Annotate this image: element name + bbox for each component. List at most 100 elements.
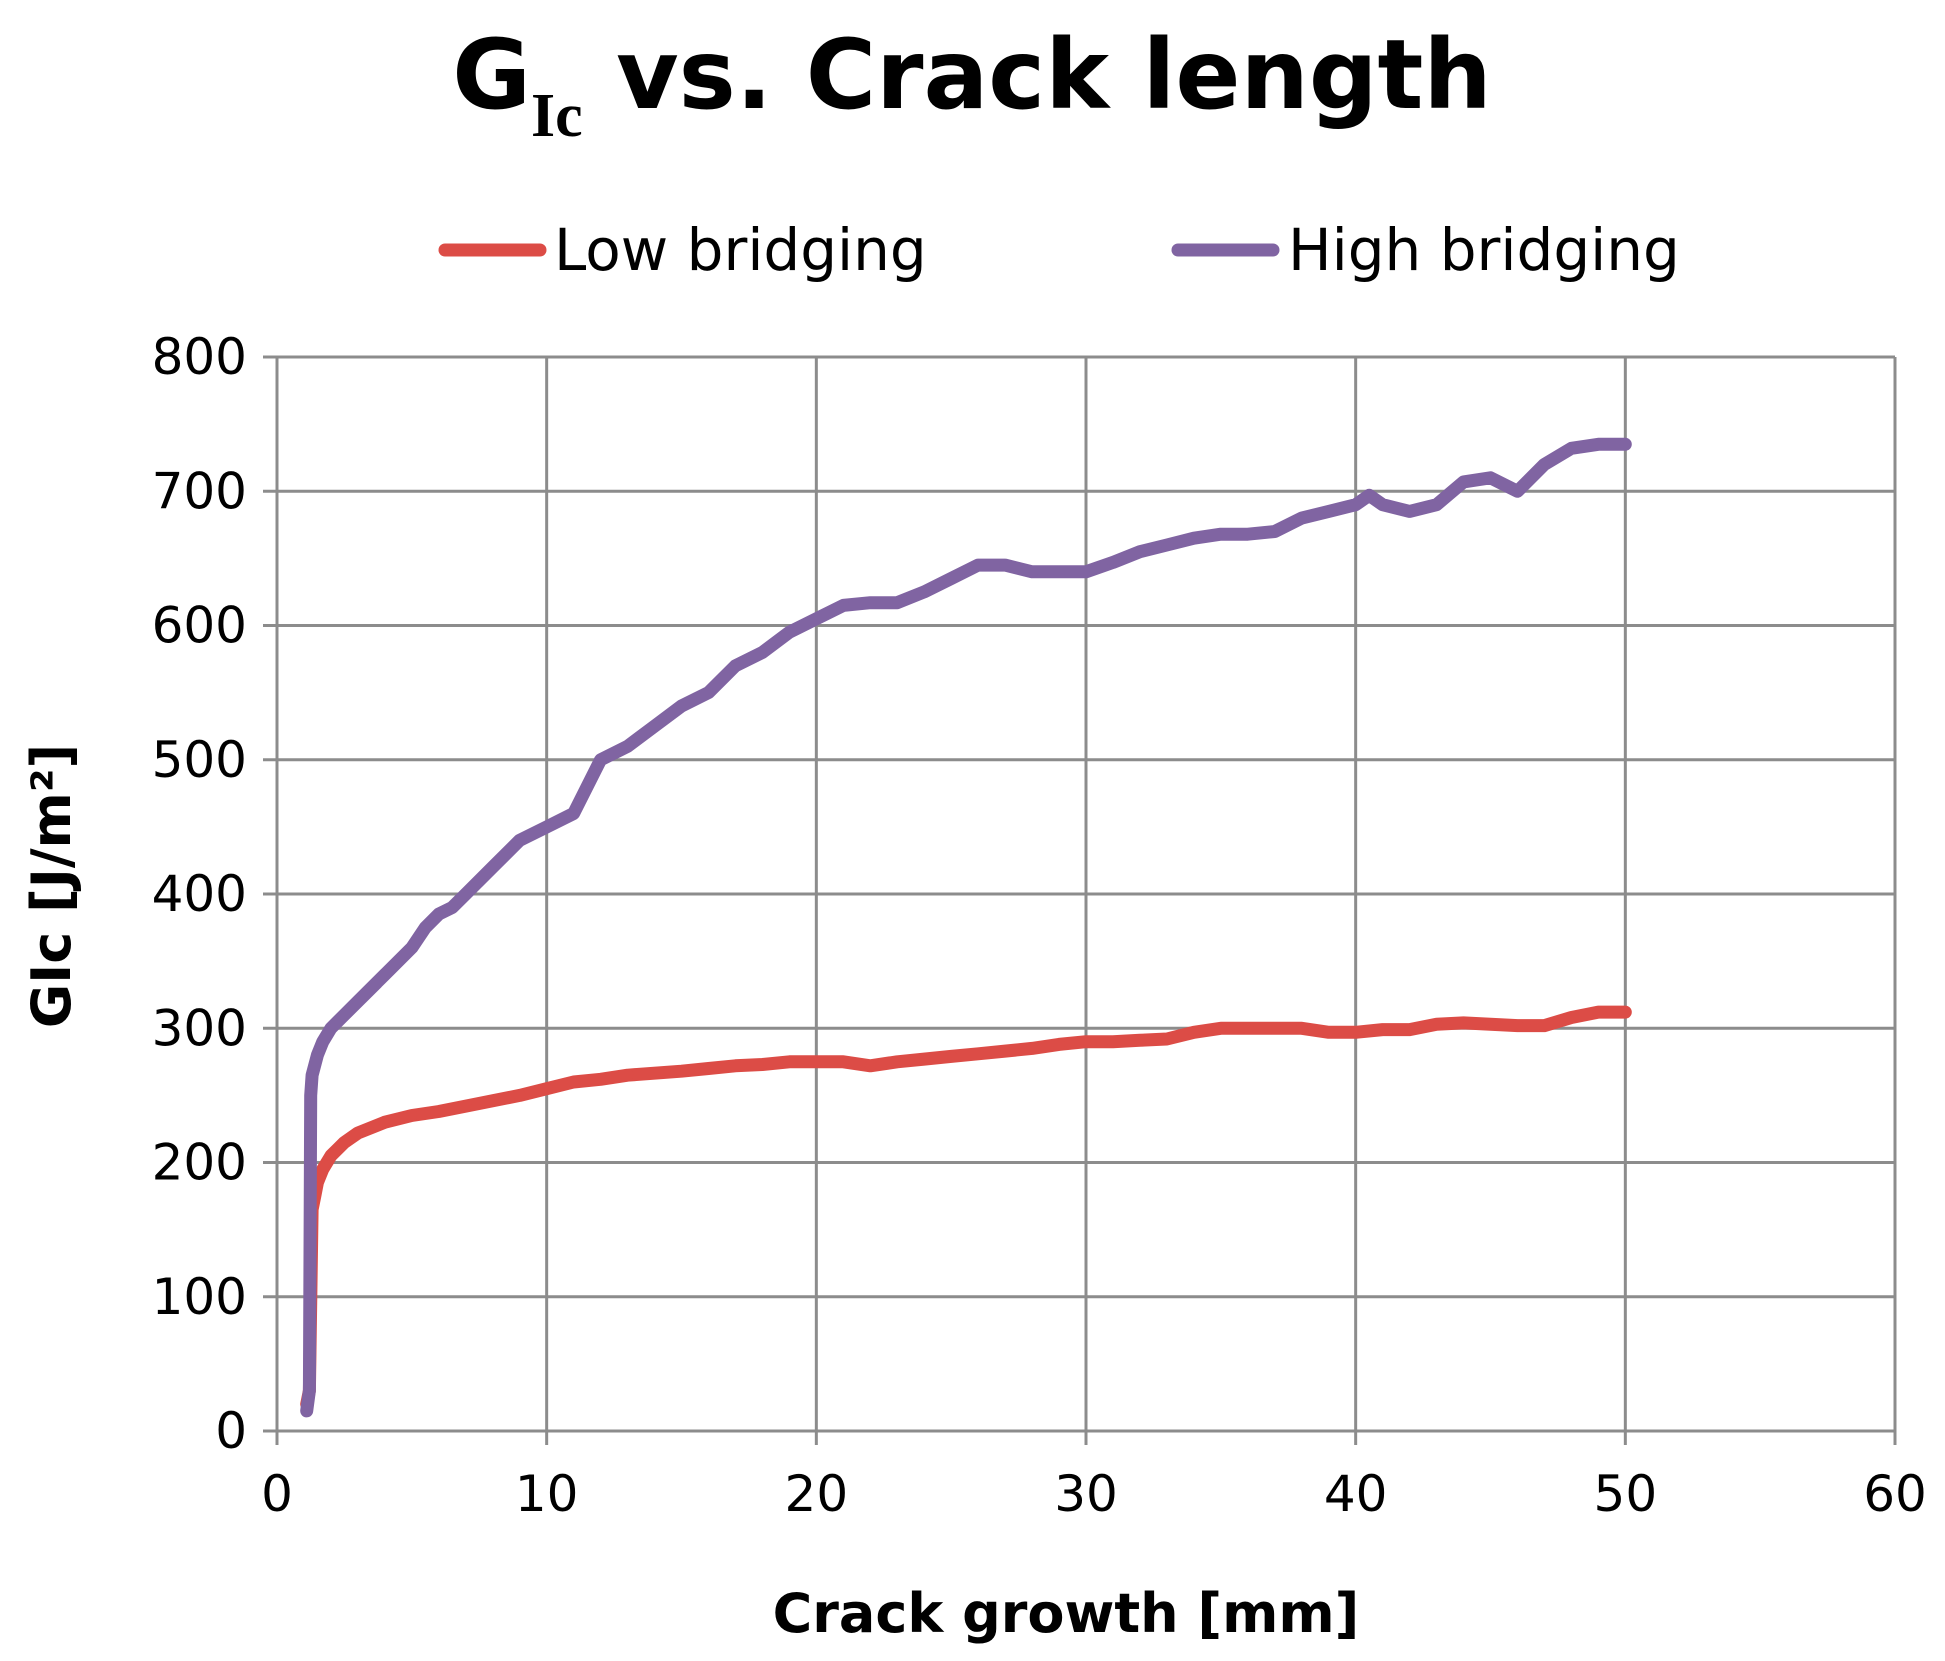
data-point-high-bridging [1133, 545, 1146, 558]
data-point-high-bridging [324, 1022, 337, 1035]
data-point-high-bridging [621, 740, 634, 753]
data-point-low-bridging [1295, 1022, 1308, 1035]
series-line-high-bridging [300, 437, 1632, 1418]
y-tick-label: 800 [152, 328, 247, 386]
data-point-high-bridging [419, 921, 432, 934]
data-point-high-bridging [837, 599, 850, 612]
y-tick-label: 500 [152, 731, 247, 789]
data-point-low-bridging [945, 1050, 958, 1063]
data-point-high-bridging [945, 572, 958, 585]
data-point-high-bridging [306, 1069, 319, 1082]
data-point-high-bridging [1187, 532, 1200, 545]
data-point-low-bridging [324, 1149, 337, 1162]
data-point-low-bridging [1080, 1035, 1092, 1048]
series-group [300, 437, 1632, 1418]
data-point-low-bridging [1187, 1026, 1200, 1039]
data-point-high-bridging [1322, 505, 1335, 518]
data-point-high-bridging [1484, 471, 1497, 484]
data-point-high-bridging [1538, 458, 1551, 471]
data-point-high-bridging [405, 941, 418, 954]
x-tick-label: 40 [1324, 1465, 1388, 1523]
data-point-high-bridging [316, 1035, 329, 1048]
data-point-low-bridging [1457, 1016, 1470, 1029]
data-point-high-bridging [1053, 565, 1065, 578]
data-point-low-bridging [918, 1053, 931, 1066]
data-point-low-bridging [540, 1082, 553, 1095]
data-point-low-bridging [837, 1055, 850, 1068]
data-point-low-bridging [1241, 1022, 1254, 1035]
data-point-low-bridging [675, 1065, 688, 1078]
chart-title: GIc vs. Crack length [452, 19, 1492, 150]
x-tick-label: 0 [261, 1465, 293, 1523]
data-point-low-bridging [891, 1055, 904, 1068]
data-point-low-bridging [756, 1058, 769, 1071]
legend: Low bridging High bridging [438, 216, 1680, 284]
data-point-high-bridging [675, 700, 688, 712]
data-point-low-bridging [1511, 1019, 1524, 1032]
data-point-high-bridging [972, 559, 985, 572]
data-point-low-bridging [1349, 1026, 1362, 1039]
data-point-high-bridging [1403, 505, 1416, 518]
data-point-low-bridging [783, 1055, 796, 1068]
data-point-low-bridging [1026, 1042, 1039, 1055]
data-point-high-bridging [1619, 438, 1632, 451]
data-point-low-bridging [459, 1100, 472, 1113]
x-tick-label: 10 [515, 1465, 579, 1523]
data-point-high-bridging [1026, 565, 1039, 578]
data-point-low-bridging [1619, 1006, 1632, 1019]
x-axis-title: Crack growth [mm] [773, 1582, 1360, 1645]
data-point-low-bridging [1592, 1006, 1605, 1019]
data-point-high-bridging [1363, 489, 1376, 502]
data-point-high-bridging [1160, 539, 1173, 551]
data-point-low-bridging [1538, 1019, 1551, 1032]
data-point-high-bridging [999, 559, 1012, 572]
data-point-low-bridging [1322, 1026, 1335, 1039]
data-point-low-bridging [1565, 1011, 1578, 1024]
data-point-high-bridging [446, 901, 459, 914]
data-point-high-bridging [1214, 528, 1227, 541]
data-point-low-bridging [567, 1076, 580, 1088]
legend-label-high-bridging: High bridging [1288, 216, 1680, 284]
data-point-high-bridging [1592, 438, 1605, 451]
data-point-high-bridging [918, 585, 931, 598]
data-point-high-bridging [783, 626, 796, 639]
data-point-low-bridging [999, 1045, 1012, 1058]
data-point-high-bridging [351, 995, 364, 1008]
data-point-high-bridging [1107, 556, 1119, 569]
data-point-high-bridging [594, 753, 607, 766]
data-point-low-bridging [338, 1136, 351, 1149]
grid [275, 355, 1897, 1433]
data-point-high-bridging [891, 596, 904, 609]
y-tick-label: 700 [152, 462, 247, 520]
y-axis-title: GIc [J/m²] [20, 744, 83, 1028]
data-point-high-bridging [513, 834, 526, 847]
data-point-high-bridging [1349, 498, 1362, 511]
data-point-high-bridging [459, 888, 472, 900]
data-point-low-bridging [1053, 1038, 1065, 1051]
data-point-high-bridging [810, 612, 823, 625]
data-point-high-bridging [300, 1404, 313, 1417]
axes: 0 100 200 300 400 500 600 700 800 0 10 20 30 40 50 60 [152, 328, 1927, 1523]
data-point-low-bridging [621, 1069, 634, 1082]
data-point-high-bridging [1080, 565, 1092, 578]
data-point-high-bridging [567, 807, 580, 820]
data-point-low-bridging [1214, 1022, 1227, 1035]
data-point-high-bridging [486, 861, 499, 874]
x-tick-label: 60 [1863, 1465, 1927, 1523]
data-point-high-bridging [1511, 485, 1524, 498]
series-line-low-bridging [300, 1005, 1632, 1411]
data-point-high-bridging [304, 1089, 317, 1102]
y-tick-label: 100 [152, 1268, 247, 1326]
data-point-high-bridging [1457, 475, 1470, 488]
y-tick-label: 300 [152, 999, 247, 1057]
data-point-high-bridging [729, 659, 742, 672]
data-point-high-bridging [540, 820, 553, 833]
data-point-low-bridging [594, 1073, 607, 1086]
data-point-low-bridging [810, 1055, 823, 1068]
data-point-high-bridging [378, 968, 391, 981]
data-point-high-bridging [648, 720, 661, 733]
x-tick-label: 30 [1054, 1465, 1118, 1523]
data-point-low-bridging [972, 1047, 985, 1060]
data-point-high-bridging [303, 1384, 316, 1397]
